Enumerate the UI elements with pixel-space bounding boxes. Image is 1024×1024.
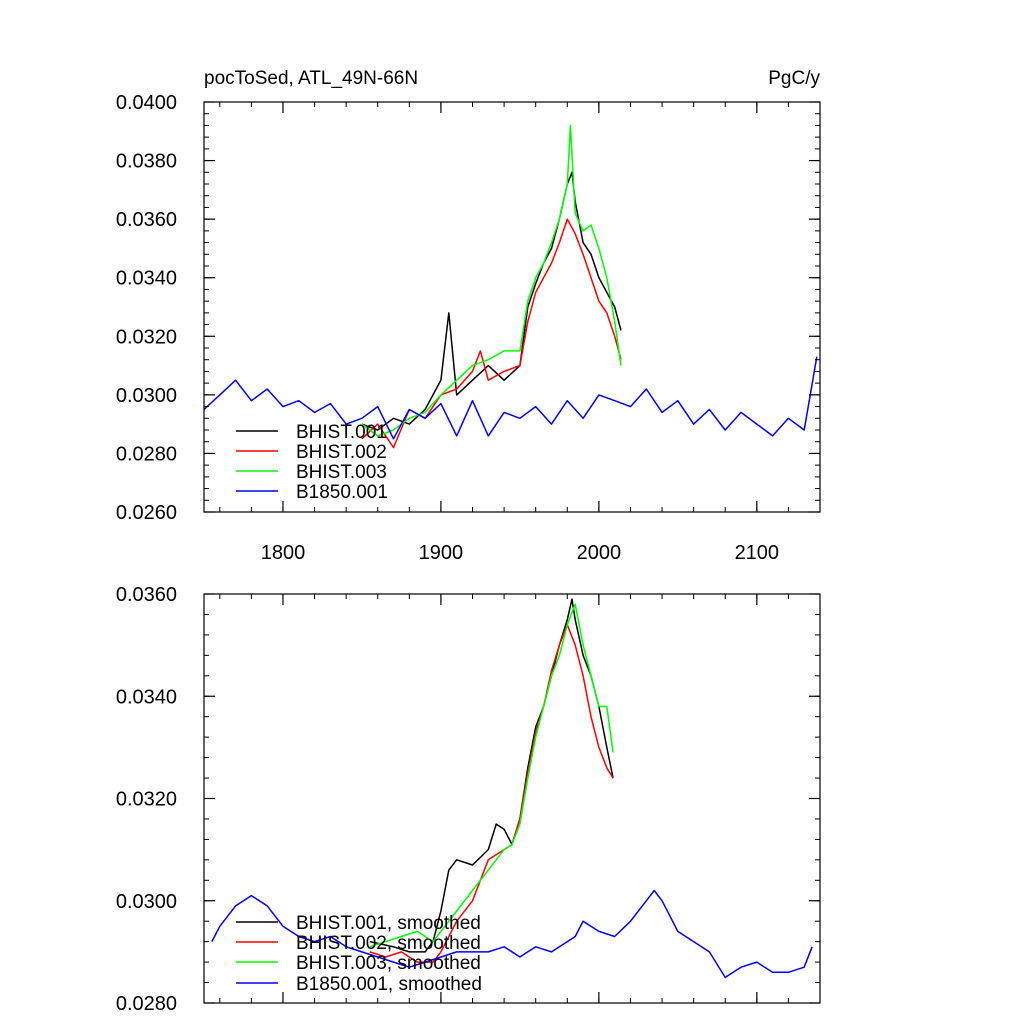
series-line-3 bbox=[361, 124, 622, 437]
x-tick-label: 2100 bbox=[735, 542, 780, 564]
plot-frame bbox=[203, 101, 821, 513]
bottom-plot-area: 0.0280 0.0300 0.0320 0.0340 0.0360 BHIST.001,… bbox=[116, 584, 821, 1015]
y-tick-label: 0.0360 bbox=[116, 209, 177, 231]
legend-label: BHIST.003 bbox=[296, 462, 387, 483]
x-tick-label: 2000 bbox=[577, 542, 622, 564]
x-tick-label: 1900 bbox=[419, 542, 464, 564]
y-tick-label: 0.0380 bbox=[116, 151, 177, 173]
legend-label: BHIST.002 bbox=[296, 442, 387, 463]
y-tick-label: 0.0300 bbox=[116, 891, 177, 913]
y-tick-label: 0.0280 bbox=[116, 443, 177, 465]
top-plot-area: 0.0260 0.0280 0.0300 0.0320 0.0340 0.0360 0.03… bbox=[116, 92, 821, 564]
series-line-3 bbox=[369, 603, 614, 948]
y-tick-label: 0.0320 bbox=[116, 326, 177, 348]
x-tick-label: 1800 bbox=[261, 542, 306, 564]
legend-label: BHIST.003, smoothed bbox=[296, 953, 481, 974]
legend-label: BHIST.001, smoothed bbox=[296, 913, 481, 934]
units-label: PgC/y bbox=[768, 68, 820, 89]
y-tick-label: 0.0260 bbox=[116, 502, 177, 524]
y-tick-label: 0.0400 bbox=[116, 92, 177, 114]
series-line-2 bbox=[361, 218, 622, 449]
y-tick-label: 0.0300 bbox=[116, 385, 177, 407]
series-line-4 bbox=[203, 356, 818, 440]
chart-title: pocToSed, ATL_49N-66N bbox=[204, 68, 418, 89]
legend-label: B1850.001 bbox=[296, 482, 388, 503]
series-line-2 bbox=[369, 623, 614, 963]
series-line-1 bbox=[361, 171, 622, 431]
y-tick-label: 0.0340 bbox=[116, 268, 177, 290]
bottom-panel: 0.0280 0.0300 0.0320 0.0340 0.0360 BHIST.001,… bbox=[116, 584, 821, 1015]
y-tick-label: 0.0320 bbox=[116, 789, 177, 811]
legend-label: BHIST.001 bbox=[296, 422, 387, 443]
y-tick-label: 0.0360 bbox=[116, 584, 177, 606]
legend-label: B1850.001, smoothed bbox=[296, 974, 482, 995]
top-panel: pocToSed, ATL_49N-66N PgC/y 0.0260 0.0280… bbox=[116, 68, 821, 564]
y-tick-label: 0.0280 bbox=[116, 993, 177, 1015]
legend-label: BHIST.002, smoothed bbox=[296, 933, 481, 954]
y-tick-label: 0.0340 bbox=[116, 686, 177, 708]
series-line-4 bbox=[211, 889, 813, 979]
